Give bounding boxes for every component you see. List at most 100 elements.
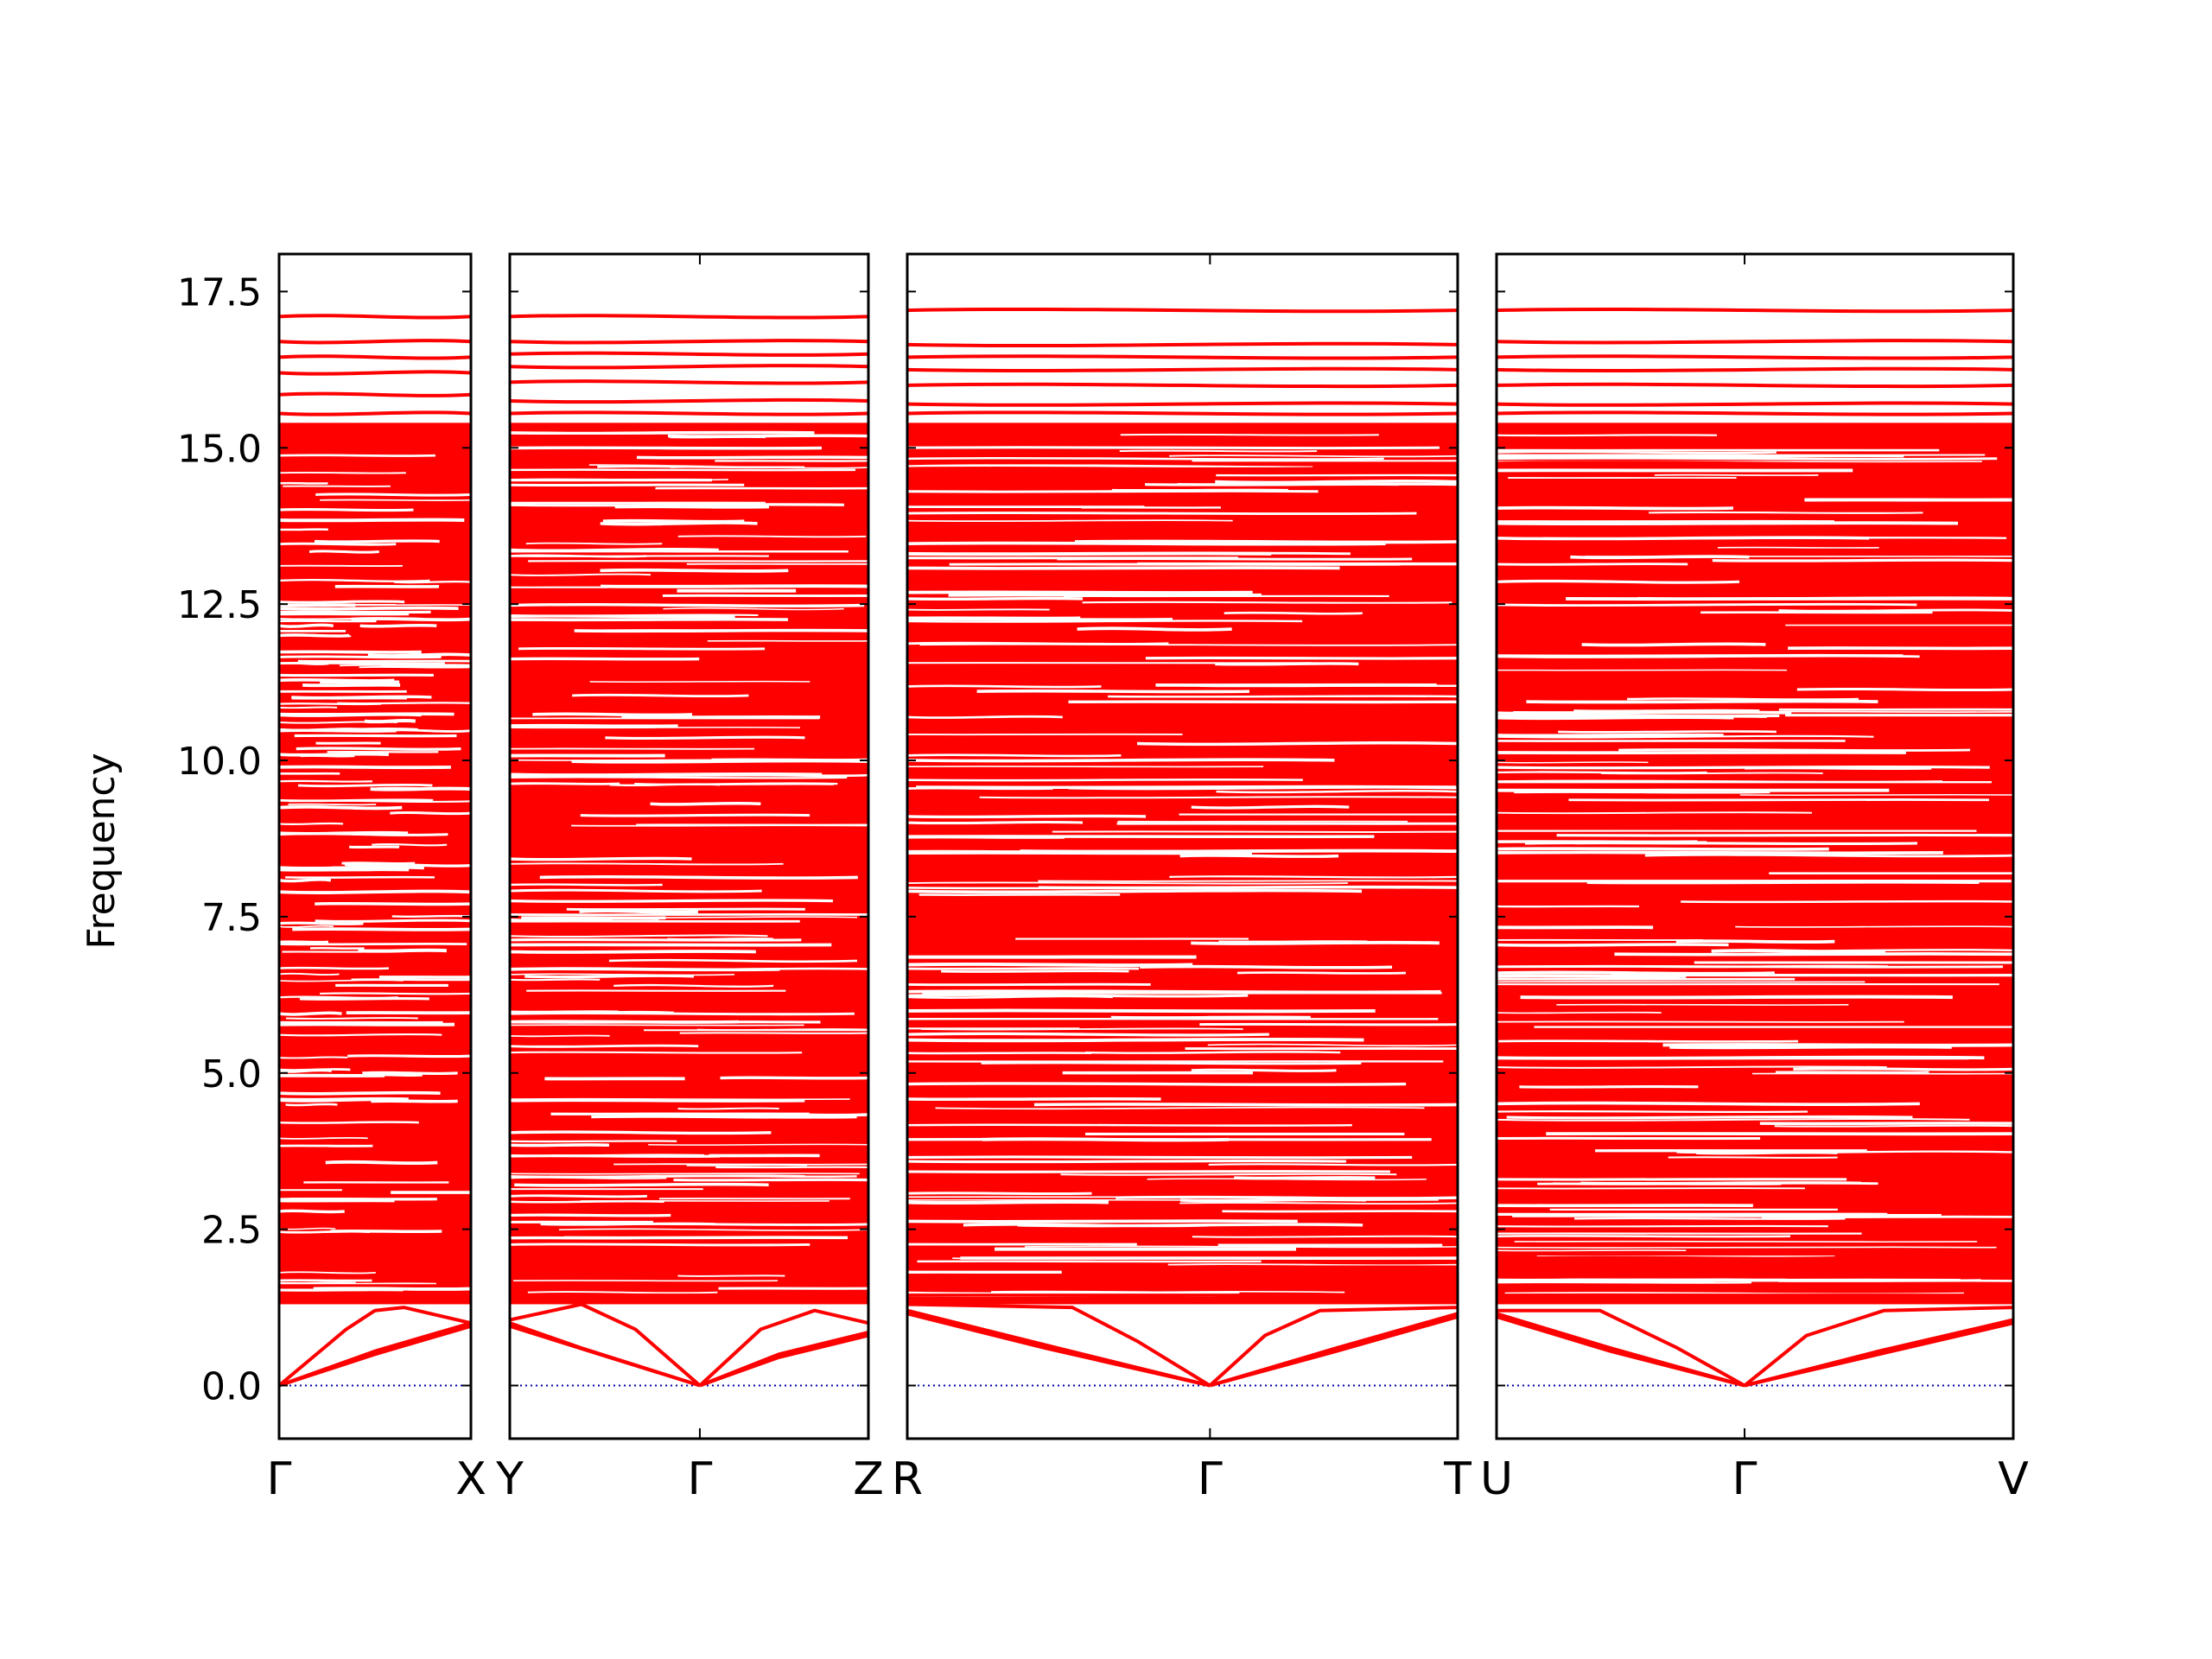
band-gap [1216,790,1458,794]
band-gap [907,596,1084,601]
band-gap [325,1160,438,1166]
band-gap [574,628,868,633]
band-gap [381,664,471,668]
acoustic-branch [1497,1314,1745,1388]
band-gap [1497,1249,1687,1252]
band-gap [510,657,700,661]
flat-band [279,354,471,360]
band-gap [1497,1101,1920,1106]
band-gap [920,1027,1243,1031]
band-gap [1497,734,1874,739]
y-tick-label: 15.0 [177,427,262,471]
band-gap [907,1199,1109,1205]
band-gap [1778,608,2013,613]
band-gap [1676,1150,2013,1154]
band-gap [1668,1156,1838,1159]
acoustic-branch [1208,1306,1458,1387]
band-gap [315,493,471,497]
band-gap [979,796,1458,799]
band-gap [1497,454,1716,459]
band-gap [279,925,334,928]
band-gap [510,978,601,982]
band-gap [1020,849,1458,854]
flat-band [1497,354,2013,360]
band-gap [907,1155,1413,1160]
band-gap [907,590,1253,594]
band-gap [1643,964,1888,969]
band-gap [1497,1118,1970,1122]
band-gap [288,803,377,806]
flat-band [510,351,868,357]
flat-band [279,461,471,467]
band-gap [1497,1011,1662,1014]
band-gap [907,995,1114,999]
band-gap [1169,454,1458,458]
band-gap [315,918,471,923]
band-gap [279,972,340,976]
band-gap [1506,1115,1913,1120]
band-gap [279,623,334,628]
band-gap [907,886,1401,890]
band-gap [510,782,620,785]
band-gap [941,969,1129,973]
acoustic-branch [279,1324,471,1388]
band-gap [907,512,1417,516]
y-axis-title: Frequency [79,753,124,949]
band-gap [1497,505,1733,511]
band-gap [1514,1240,1978,1243]
band-gap [510,938,802,942]
y-tick-label: 10.0 [177,740,262,784]
band-gap [279,979,404,982]
band-gap [297,783,433,788]
flat-band [1497,426,2013,432]
band-gap [1581,642,1766,647]
flat-band [279,339,471,345]
band-gap [1110,1015,1311,1020]
band-gap [279,1033,442,1037]
kpoint-label: Γ [1732,1453,1758,1505]
band-gap [510,973,735,976]
band-gap [285,875,435,879]
flat-band [907,461,1458,467]
band-gap [1542,537,2007,540]
kpoint-label: Z [853,1453,884,1505]
kpoint-label: Γ [1198,1453,1223,1505]
band-gap [1558,730,1777,734]
acoustic-branch [279,1306,471,1388]
band-gap [1796,687,2013,692]
y-tick-label: 2.5 [201,1209,262,1253]
band-gap [1627,697,1859,701]
band-gap [308,550,379,554]
band-gap [510,888,762,893]
band-gap [279,677,395,683]
flat-band [279,370,471,376]
band-gap [907,888,1363,894]
band-gap [279,798,434,803]
band-gap [510,1020,821,1024]
kpoint-label: Γ [267,1453,292,1505]
band-gap [279,1090,441,1096]
band-gap [279,600,405,604]
y-tick-label: 5.0 [201,1052,262,1096]
acoustic-branch [698,1308,868,1387]
band-gap [1180,1198,1366,1203]
band-gap [715,1166,868,1169]
panel-frame [1495,252,2015,1440]
y-tick-label: 7.5 [201,896,262,940]
band-gap [510,918,659,921]
kpoint-label: V [1998,1453,2029,1505]
band-gap [367,652,471,658]
band-gap [1167,1263,1458,1267]
band-gap [907,1052,1092,1055]
flat-band [1497,401,2013,407]
band-gap [391,914,471,918]
flat-band [510,410,868,416]
band-gap [351,617,471,622]
panel-frame [906,252,1459,1440]
y-tick-label: 17.5 [177,270,262,315]
band-gap [279,1121,419,1124]
band-gap [279,632,350,637]
acoustic-branch [1743,1306,2013,1388]
